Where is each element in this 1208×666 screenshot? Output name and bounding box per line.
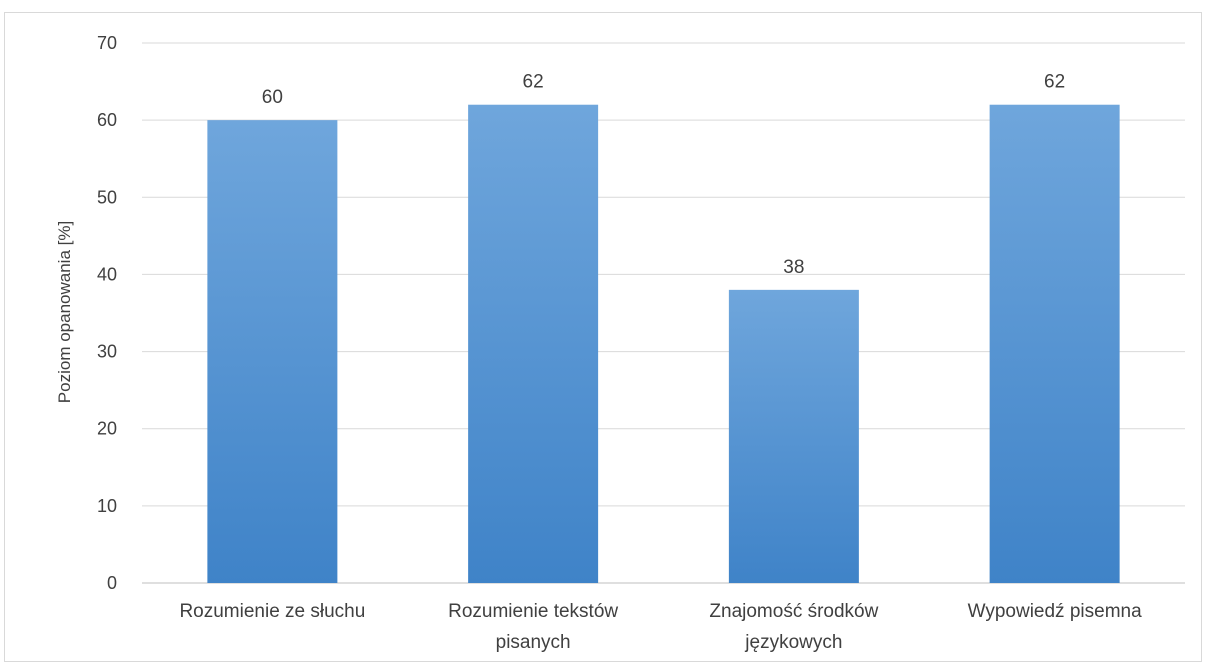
y-tick-label: 0 bbox=[107, 573, 117, 593]
y-tick-label: 70 bbox=[97, 33, 117, 53]
x-category-label: Znajomość środków bbox=[709, 601, 878, 622]
x-category-label: językowych bbox=[744, 632, 842, 653]
bar bbox=[728, 289, 859, 583]
data-label: 38 bbox=[783, 257, 804, 278]
y-axis-ticks: 0 10 20 30 40 50 60 70 bbox=[97, 33, 117, 593]
y-tick-label: 20 bbox=[97, 419, 117, 439]
x-axis-categories: Rozumienie ze słuchu Rozumienie tekstów pi… bbox=[179, 601, 1142, 653]
x-category-label: pisanych bbox=[496, 632, 571, 653]
y-tick-label: 60 bbox=[97, 110, 117, 130]
bar bbox=[989, 104, 1120, 583]
bar bbox=[207, 120, 338, 584]
x-category-label: Wypowiedź pisemna bbox=[968, 601, 1143, 622]
x-category-label: Rozumienie ze słuchu bbox=[179, 601, 365, 622]
y-tick-label: 50 bbox=[97, 187, 117, 207]
y-axis-label: Poziom opanowania [%] bbox=[55, 221, 74, 403]
x-category-label: Rozumienie tekstów bbox=[448, 601, 618, 622]
data-label: 62 bbox=[1044, 72, 1065, 93]
y-tick-label: 40 bbox=[97, 264, 117, 284]
bar bbox=[468, 104, 599, 583]
data-label: 60 bbox=[262, 87, 283, 108]
data-labels: 60 62 38 62 bbox=[262, 72, 1065, 278]
bars bbox=[207, 104, 1120, 584]
y-tick-label: 10 bbox=[97, 496, 117, 516]
y-tick-label: 30 bbox=[97, 342, 117, 362]
data-label: 62 bbox=[523, 72, 544, 93]
